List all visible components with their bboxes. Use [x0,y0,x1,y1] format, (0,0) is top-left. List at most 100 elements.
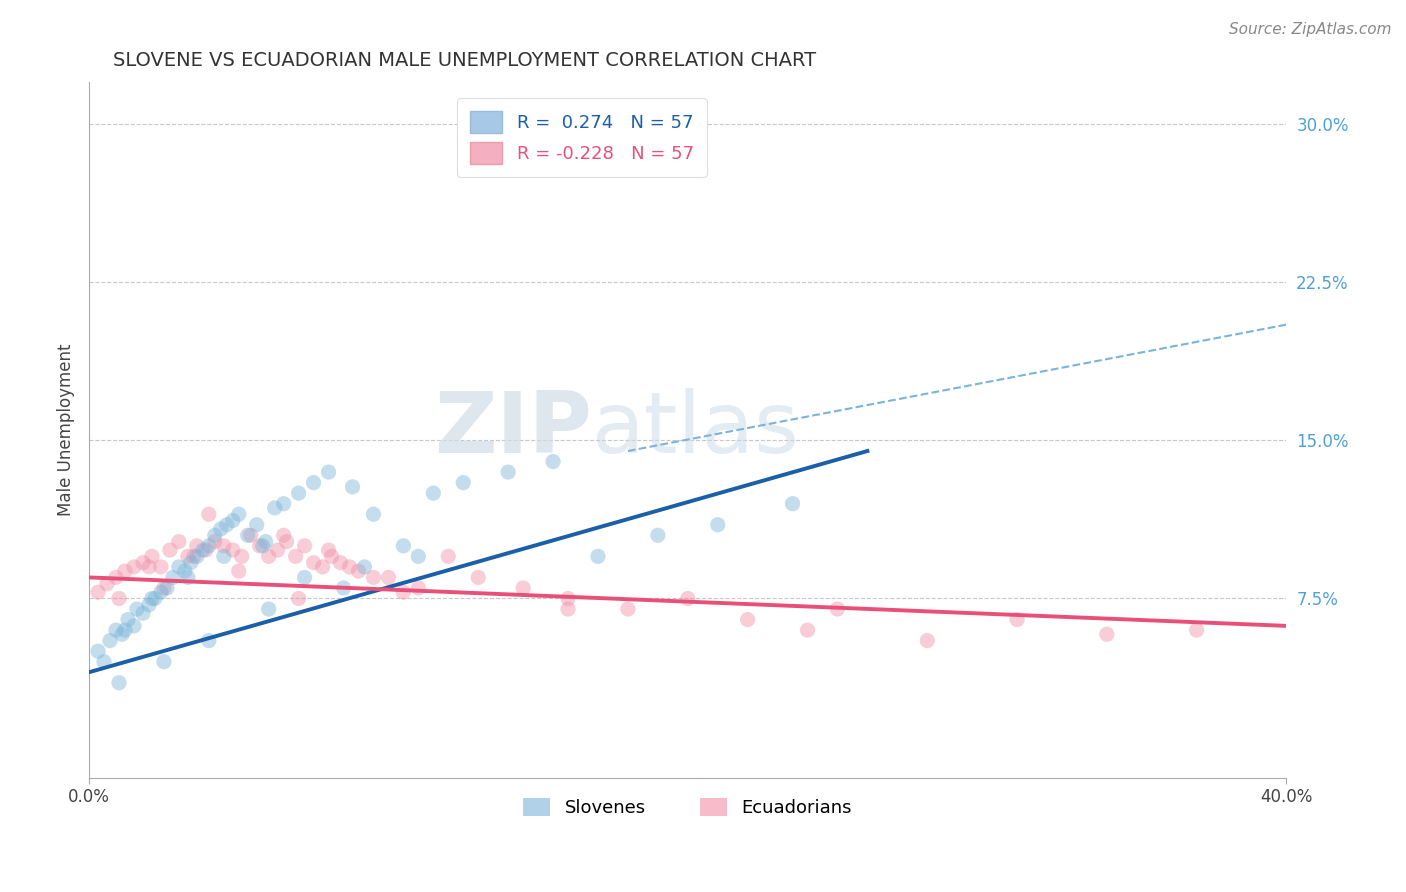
Y-axis label: Male Unemployment: Male Unemployment [58,343,75,516]
Ecuadorians [231,549,253,564]
Slovenes [647,528,669,542]
Ecuadorians [339,560,361,574]
Ecuadorians [557,591,579,606]
Slovenes [294,570,316,584]
Ecuadorians [287,591,309,606]
Text: ZIP: ZIP [434,388,592,472]
Slovenes [228,507,250,521]
Slovenes [496,465,519,479]
Slovenes [392,539,415,553]
Ecuadorians [617,602,640,616]
Slovenes [122,619,145,633]
Slovenes [252,539,274,553]
Ecuadorians [557,602,579,616]
Slovenes [302,475,325,490]
Ecuadorians [467,570,489,584]
Slovenes [408,549,430,564]
Ecuadorians [105,570,128,584]
Ecuadorians [318,543,340,558]
Ecuadorians [204,534,226,549]
Ecuadorians [249,539,271,553]
Ecuadorians [108,591,131,606]
Ecuadorians [257,549,280,564]
Slovenes [98,633,121,648]
Ecuadorians [212,539,235,553]
Ecuadorians [1005,613,1028,627]
Slovenes [318,465,340,479]
Ecuadorians [177,549,200,564]
Slovenes [254,534,277,549]
Slovenes [117,613,139,627]
Ecuadorians [186,539,208,553]
Ecuadorians [737,613,759,627]
Slovenes [125,602,148,616]
Slovenes [186,549,208,564]
Ecuadorians [153,581,176,595]
Slovenes [363,507,385,521]
Ecuadorians [1095,627,1118,641]
Ecuadorians [294,539,316,553]
Ecuadorians [512,581,534,595]
Slovenes [156,581,179,595]
Ecuadorians [311,560,333,574]
Ecuadorians [122,560,145,574]
Ecuadorians [96,576,118,591]
Slovenes [541,454,564,468]
Ecuadorians [284,549,307,564]
Slovenes [111,627,134,641]
Slovenes [782,497,804,511]
Ecuadorians [408,581,430,595]
Slovenes [141,591,163,606]
Ecuadorians [159,543,181,558]
Slovenes [138,598,160,612]
Slovenes [209,522,232,536]
Slovenes [204,528,226,542]
Slovenes [162,570,184,584]
Slovenes [114,623,136,637]
Ecuadorians [266,543,288,558]
Ecuadorians [827,602,849,616]
Ecuadorians [321,549,343,564]
Slovenes [105,623,128,637]
Ecuadorians [302,556,325,570]
Slovenes [215,517,238,532]
Slovenes [167,560,190,574]
Slovenes [332,581,354,595]
Slovenes [212,549,235,564]
Ecuadorians [392,585,415,599]
Legend: Slovenes, Ecuadorians: Slovenes, Ecuadorians [516,790,859,824]
Slovenes [222,514,245,528]
Ecuadorians [167,534,190,549]
Ecuadorians [676,591,699,606]
Ecuadorians [347,564,370,578]
Text: atlas: atlas [592,388,800,472]
Slovenes [173,564,195,578]
Slovenes [586,549,609,564]
Slovenes [177,570,200,584]
Text: SLOVENE VS ECUADORIAN MALE UNEMPLOYMENT CORRELATION CHART: SLOVENE VS ECUADORIAN MALE UNEMPLOYMENT … [112,51,815,70]
Ecuadorians [87,585,110,599]
Slovenes [87,644,110,658]
Ecuadorians [141,549,163,564]
Ecuadorians [114,564,136,578]
Ecuadorians [149,560,172,574]
Ecuadorians [198,507,221,521]
Slovenes [132,606,155,620]
Ecuadorians [273,528,295,542]
Ecuadorians [437,549,460,564]
Slovenes [451,475,474,490]
Ecuadorians [796,623,818,637]
Slovenes [153,655,176,669]
Ecuadorians [915,633,938,648]
Ecuadorians [228,564,250,578]
Slovenes [198,539,221,553]
Ecuadorians [222,543,245,558]
Ecuadorians [183,549,205,564]
Ecuadorians [276,534,298,549]
Slovenes [257,602,280,616]
Text: Source: ZipAtlas.com: Source: ZipAtlas.com [1229,22,1392,37]
Slovenes [246,517,269,532]
Slovenes [706,517,728,532]
Slovenes [273,497,295,511]
Ecuadorians [132,556,155,570]
